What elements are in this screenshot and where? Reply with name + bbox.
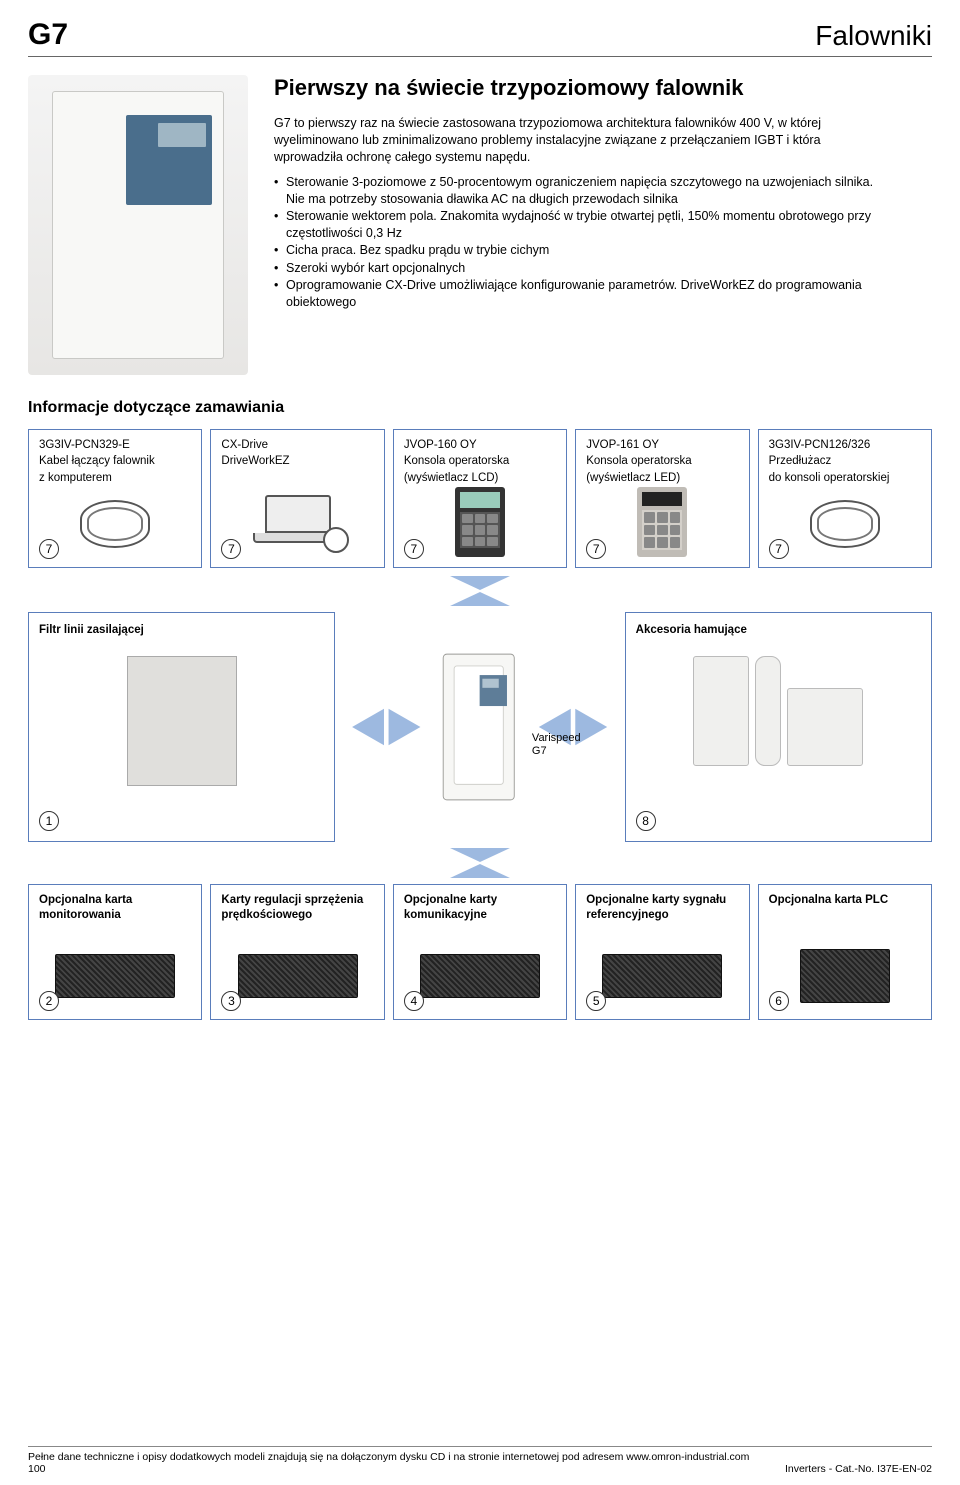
center-device: Varispeed G7 — [343, 612, 616, 842]
page-footer: Pełne dane techniczne i opisy dodatkowyc… — [28, 1446, 932, 1475]
page-number: 100 — [28, 1463, 749, 1475]
card-line: z komputerem — [39, 471, 191, 485]
card-title: Opcjonalna karta PLC — [769, 893, 921, 907]
card-title: Opcjonalne karty sygnału referencyjnego — [586, 893, 738, 922]
option-card: Opcjonalne karty komunikacyjne 4 — [393, 884, 567, 1020]
accessory-card: JVOP-161 OY Konsola operatorska (wyświet… — [575, 429, 749, 568]
ref-badge: 6 — [769, 991, 789, 1011]
ref-badge: 4 — [404, 991, 424, 1011]
ref-badge: 7 — [404, 539, 424, 559]
cable-icon — [39, 487, 191, 557]
ref-badge: 7 — [769, 539, 789, 559]
label-line: G7 — [532, 745, 581, 758]
card-line: do konsoli operatorskiej — [769, 471, 921, 485]
accessory-card: 3G3IV-PCN329-E Kabel łączący falownik z … — [28, 429, 202, 568]
braking-icons — [636, 656, 921, 766]
card-title: Akcesoria hamujące — [636, 623, 921, 637]
ref-badge: 7 — [39, 539, 59, 559]
card-line: Konsola operatorska — [586, 454, 738, 468]
led-panel-icon — [586, 487, 738, 557]
ref-badge: 8 — [636, 811, 656, 831]
card-line: 3G3IV-PCN329-E — [39, 438, 191, 452]
line-filter-card: Filtr linii zasilającej 1 — [28, 612, 335, 842]
category-title: Falowniki — [815, 20, 932, 52]
card-title: Karty regulacji sprzężenia prędkościoweg… — [221, 893, 373, 922]
option-card: Karty regulacji sprzężenia prędkościoweg… — [210, 884, 384, 1020]
page-header: G7 Falowniki — [28, 18, 932, 57]
product-photo — [28, 75, 248, 375]
card-line: 3G3IV-PCN126/326 — [769, 438, 921, 452]
intro-lead: G7 to pierwszy raz na świecie zastosowan… — [274, 115, 892, 166]
pcb-icon — [221, 937, 373, 1009]
footer-text: Pełne dane techniczne i opisy dodatkowyc… — [28, 1451, 749, 1463]
intro-bullet: Oprogramowanie CX-Drive umożliwiające ko… — [274, 277, 892, 310]
option-card: Opcjonalna karta PLC 6 — [758, 884, 932, 1020]
filter-icon — [39, 646, 324, 786]
braking-card: Akcesoria hamujące 8 — [625, 612, 932, 842]
accessory-card: JVOP-160 OY Konsola operatorska (wyświet… — [393, 429, 567, 568]
option-card: Opcjonalne karty sygnału referencyjnego … — [575, 884, 749, 1020]
ref-badge: 1 — [39, 811, 59, 831]
intro-text: Pierwszy na świecie trzypoziomowy falown… — [274, 75, 932, 375]
pcb-icon — [404, 937, 556, 1009]
intro-bullet: Sterowanie 3-poziomowe z 50-procentowym … — [274, 174, 892, 207]
card-title: Filtr linii zasilającej — [39, 623, 324, 637]
system-row: Filtr linii zasilającej 1 Varispeed G7 — [28, 612, 932, 842]
intro-heading: Pierwszy na świecie trzypoziomowy falown… — [274, 75, 892, 101]
card-line: JVOP-161 OY — [586, 438, 738, 452]
model-code: G7 — [28, 18, 68, 52]
pcb-icon — [769, 937, 921, 1009]
label-line: Varispeed — [532, 732, 581, 745]
intro-bullet: Szeroki wybór kart opcjonalnych — [274, 260, 892, 277]
card-line: Konsola operatorska — [404, 454, 556, 468]
center-device-label: Varispeed G7 — [532, 732, 581, 758]
card-title: Opcjonalna karta monitorowania — [39, 893, 191, 922]
intro-bullet: Sterowanie wektorem pola. Znakomita wyda… — [274, 208, 892, 241]
card-line: (wyświetlacz LED) — [586, 471, 738, 485]
option-card: Opcjonalna karta monitorowania 2 — [28, 884, 202, 1020]
intro-bullets: Sterowanie 3-poziomowe z 50-procentowym … — [274, 174, 892, 310]
flow-arrow-down — [28, 576, 932, 606]
accessories-row-top: 3G3IV-PCN329-E Kabel łączący falownik z … — [28, 429, 932, 568]
ref-badge: 2 — [39, 991, 59, 1011]
flow-arrow-down — [28, 848, 932, 878]
option-cards-row: Opcjonalna karta monitorowania 2 Karty r… — [28, 884, 932, 1020]
pcb-icon — [39, 937, 191, 1009]
intro-section: Pierwszy na świecie trzypoziomowy falown… — [28, 75, 932, 375]
pcb-icon — [586, 937, 738, 1009]
card-line: DriveWorkEZ — [221, 454, 373, 468]
cable-icon — [769, 487, 921, 557]
accessory-card: 3G3IV-PCN126/326 Przedłużacz do konsoli … — [758, 429, 932, 568]
operator-panel-icon — [404, 487, 556, 557]
card-title: Opcjonalne karty komunikacyjne — [404, 893, 556, 922]
intro-bullet: Cicha praca. Bez spadku prądu w trybie c… — [274, 242, 892, 259]
card-line: CX-Drive — [221, 438, 373, 452]
card-line: Kabel łączący falownik — [39, 454, 191, 468]
laptop-icon — [221, 482, 373, 557]
card-line: JVOP-160 OY — [404, 438, 556, 452]
ordering-heading: Informacje dotyczące zamawiania — [28, 399, 932, 417]
card-line: Przedłużacz — [769, 454, 921, 468]
card-line: (wyświetlacz LCD) — [404, 471, 556, 485]
accessory-card: CX-Drive DriveWorkEZ 7 — [210, 429, 384, 568]
footer-catalog: Inverters - Cat.-No. I37E-EN-02 — [785, 1463, 932, 1475]
